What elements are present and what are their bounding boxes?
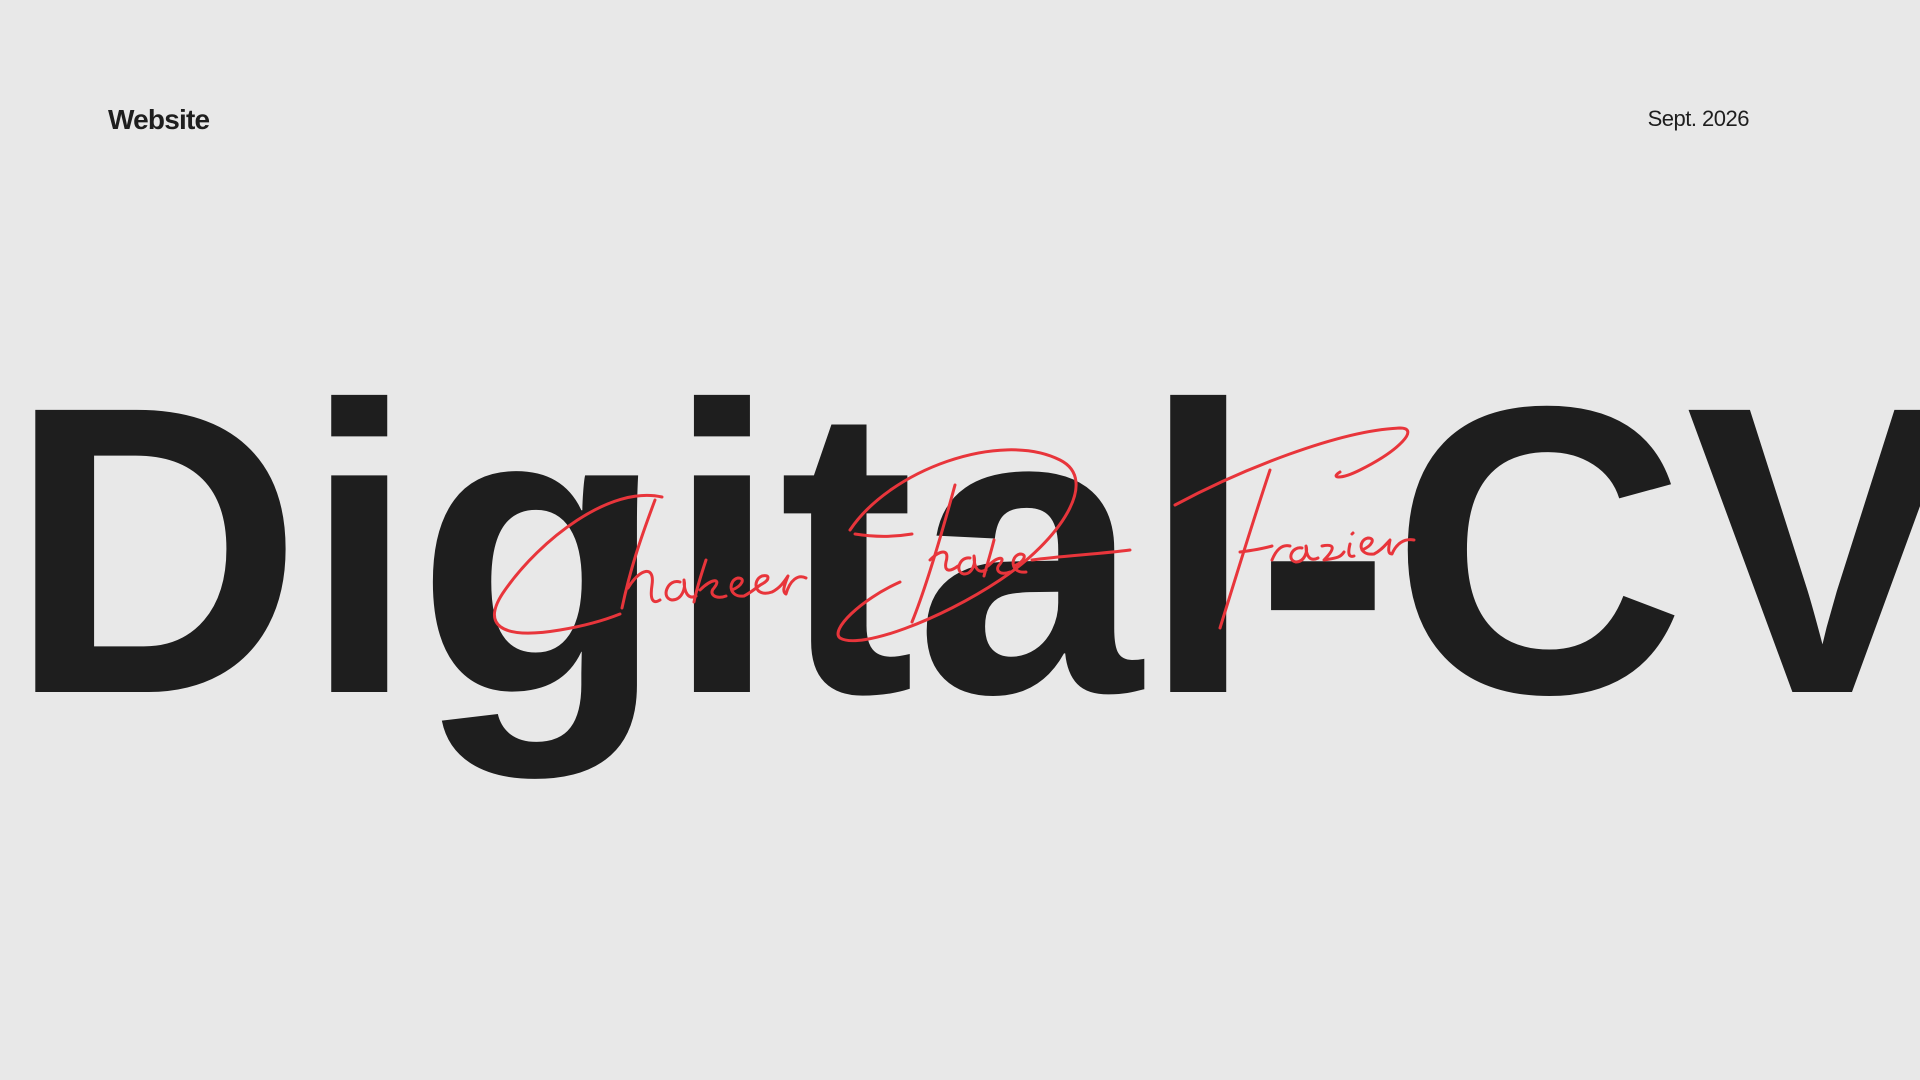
date-label: Sept. 2026 — [1647, 106, 1750, 131]
category-label: Website — [108, 104, 210, 135]
signature-strokes — [493, 426, 1416, 643]
hero-title: Digital-CV — [8, 321, 1920, 782]
